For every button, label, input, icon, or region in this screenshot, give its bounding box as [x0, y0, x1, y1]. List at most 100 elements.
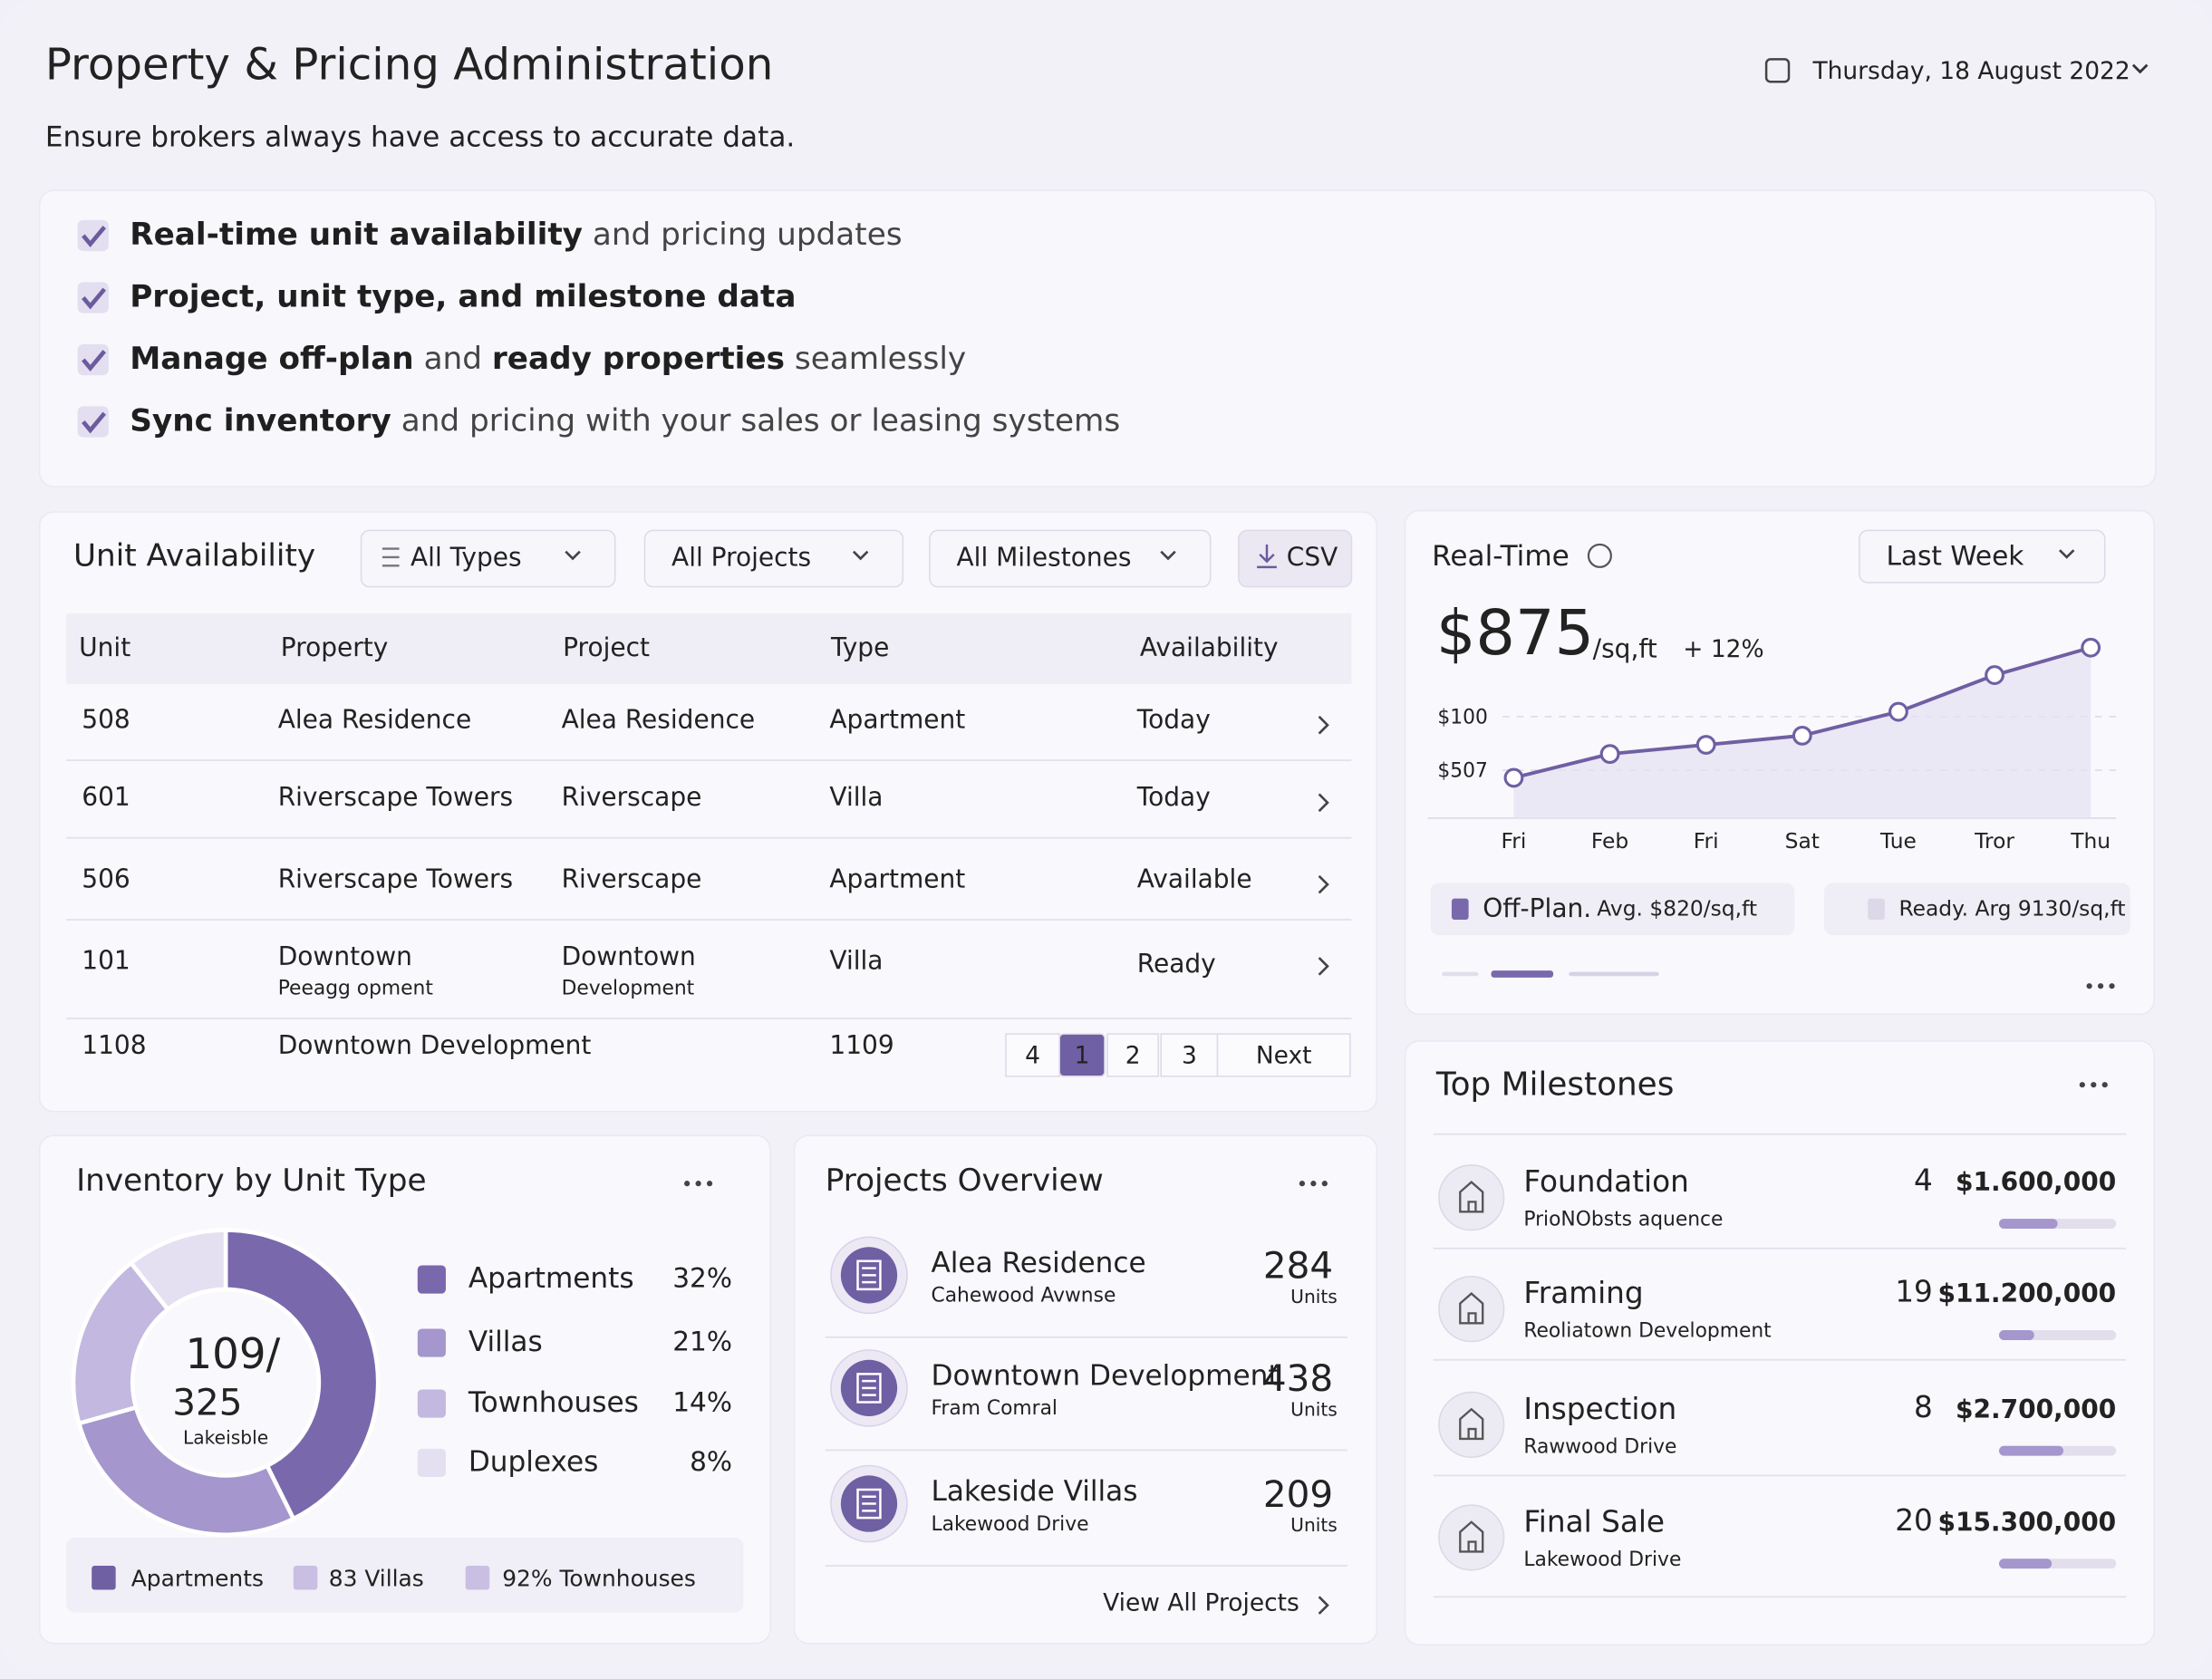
milestone-name: Framing: [1523, 1276, 1643, 1310]
project-unit: Units: [1290, 1514, 1338, 1536]
page-subtitle: Ensure brokers always have access to acc…: [45, 121, 795, 154]
menu-dot[interactable]: [684, 1181, 691, 1187]
page-label[interactable]: 4: [1025, 1042, 1040, 1070]
progress-fill: [1998, 1445, 2064, 1456]
list-glyph: [856, 1259, 882, 1291]
legend-name: Villas: [468, 1326, 543, 1358]
chevron: [1318, 1596, 1329, 1615]
milestone-amount: $1.600,000: [1956, 1167, 2116, 1197]
type-cell: 1109: [829, 1030, 893, 1060]
page-label[interactable]: 1: [1075, 1042, 1090, 1070]
milestone-sub: Lakewood Drive: [1523, 1549, 1681, 1571]
card-title: Inventory by Unit Type: [76, 1163, 426, 1199]
milestone-icon: [1438, 1276, 1505, 1343]
legend-name: Duplexes: [468, 1445, 599, 1478]
center-text: 109/: [185, 1330, 280, 1379]
check-mark: [82, 411, 106, 434]
pager-dot: [1491, 970, 1554, 978]
project-name: Downtown Development: [931, 1359, 1279, 1392]
menu-dot[interactable]: [1299, 1181, 1306, 1187]
legend-name: Off-Plan.: [1483, 893, 1591, 923]
page-button[interactable]: [1216, 1033, 1351, 1077]
card-title: Projects Overview: [826, 1163, 1104, 1199]
period-dropdown[interactable]: [1859, 529, 2106, 584]
calendar-icon: [1764, 58, 1791, 83]
filter-label[interactable]: All Projects: [671, 542, 811, 572]
milestone-name: Foundation: [1523, 1164, 1688, 1199]
project-count: 284: [1263, 1244, 1333, 1288]
milestone-icon: [1438, 1164, 1505, 1231]
project-cell: Alea Residence: [562, 705, 756, 735]
x-label: Feb: [1591, 828, 1628, 854]
menu-dot[interactable]: [2109, 983, 2115, 989]
menu-dot[interactable]: [706, 1181, 713, 1187]
column-header: Type: [830, 632, 889, 662]
milestone-icon: [1438, 1504, 1505, 1571]
chevron: [1318, 874, 1329, 894]
column-header: Project: [563, 632, 650, 662]
menu-dot[interactable]: [2086, 983, 2092, 989]
page-title: Property & Pricing Administration: [45, 40, 773, 91]
filter-dropdown[interactable]: [929, 529, 1212, 588]
project-sub: Development: [562, 977, 695, 999]
menu-dot[interactable]: [2101, 1082, 2108, 1088]
x-label: Fri: [1502, 828, 1527, 854]
project-name: Alea Residence: [931, 1247, 1145, 1279]
checkbox: [77, 406, 109, 438]
projects-card: [793, 1134, 1378, 1645]
date-chevron: [2131, 63, 2149, 74]
legend-swatch: [417, 1448, 446, 1477]
legend-value: 21%: [672, 1327, 732, 1357]
page-label[interactable]: 3: [1182, 1042, 1197, 1070]
project-address: Cahewood Avwnse: [931, 1285, 1116, 1307]
view-all-link[interactable]: View All Projects: [1103, 1589, 1299, 1617]
feature-segment: Manage off-plan: [130, 340, 413, 376]
milestone-count: 20: [1895, 1503, 1933, 1538]
milestone-count: 4: [1914, 1163, 1933, 1198]
footer-swatch: [92, 1566, 116, 1590]
filter-dropdown[interactable]: [643, 529, 904, 588]
page-button[interactable]: [1160, 1033, 1219, 1077]
point: [1599, 744, 1620, 765]
legend-value: 14%: [672, 1387, 732, 1418]
milestone-sub: PrioNObsts aquence: [1523, 1209, 1723, 1231]
check-mark: [82, 350, 106, 372]
feature-segment: ready properties: [492, 340, 785, 376]
menu-dot[interactable]: [1321, 1181, 1328, 1187]
type-cell: Villa: [829, 946, 883, 976]
milestone-count: 8: [1914, 1390, 1933, 1424]
price: $875: [1436, 597, 1594, 670]
checkbox: [77, 219, 109, 252]
milestones-card: [1404, 1040, 2156, 1646]
filter-label[interactable]: All Milestones: [957, 542, 1132, 572]
property-cell: Downtown: [278, 941, 412, 971]
project-cell: Downtown: [562, 941, 696, 971]
project-name: Lakeside Villas: [931, 1475, 1137, 1508]
filter-dropdown[interactable]: [360, 529, 616, 588]
menu-dot[interactable]: [1310, 1181, 1317, 1187]
page-button[interactable]: [1058, 1033, 1106, 1077]
page-label[interactable]: Next: [1256, 1042, 1312, 1070]
availability-cell: Today: [1136, 782, 1211, 812]
menu-dot[interactable]: [2091, 1082, 2097, 1088]
check-mark: [82, 287, 106, 310]
filter-label[interactable]: All Types: [411, 542, 522, 572]
feature-text: Manage off-plan and ready properties sea…: [130, 340, 966, 376]
page-label[interactable]: 2: [1125, 1042, 1141, 1070]
menu-dot[interactable]: [695, 1181, 701, 1187]
y-label: $507: [1437, 760, 1487, 783]
menu-dot[interactable]: [2097, 983, 2104, 989]
footer-legend-text: Apartments: [131, 1566, 264, 1592]
feature-segment: Sync inventory: [130, 402, 391, 439]
point: [1792, 725, 1812, 746]
csv-label[interactable]: CSV: [1287, 542, 1338, 572]
project-address: Fram Comral: [931, 1397, 1057, 1420]
page-button[interactable]: [1106, 1033, 1159, 1077]
milestone-amount: $2.700,000: [1956, 1394, 2116, 1424]
period-label[interactable]: Last Week: [1886, 540, 2024, 571]
date[interactable]: Thursday, 18 August 2022: [1811, 57, 2130, 85]
project-count: 209: [1263, 1472, 1333, 1516]
menu-dot[interactable]: [2079, 1082, 2085, 1088]
feature-segment: seamlessly: [785, 340, 966, 376]
chevron: [1318, 793, 1329, 813]
